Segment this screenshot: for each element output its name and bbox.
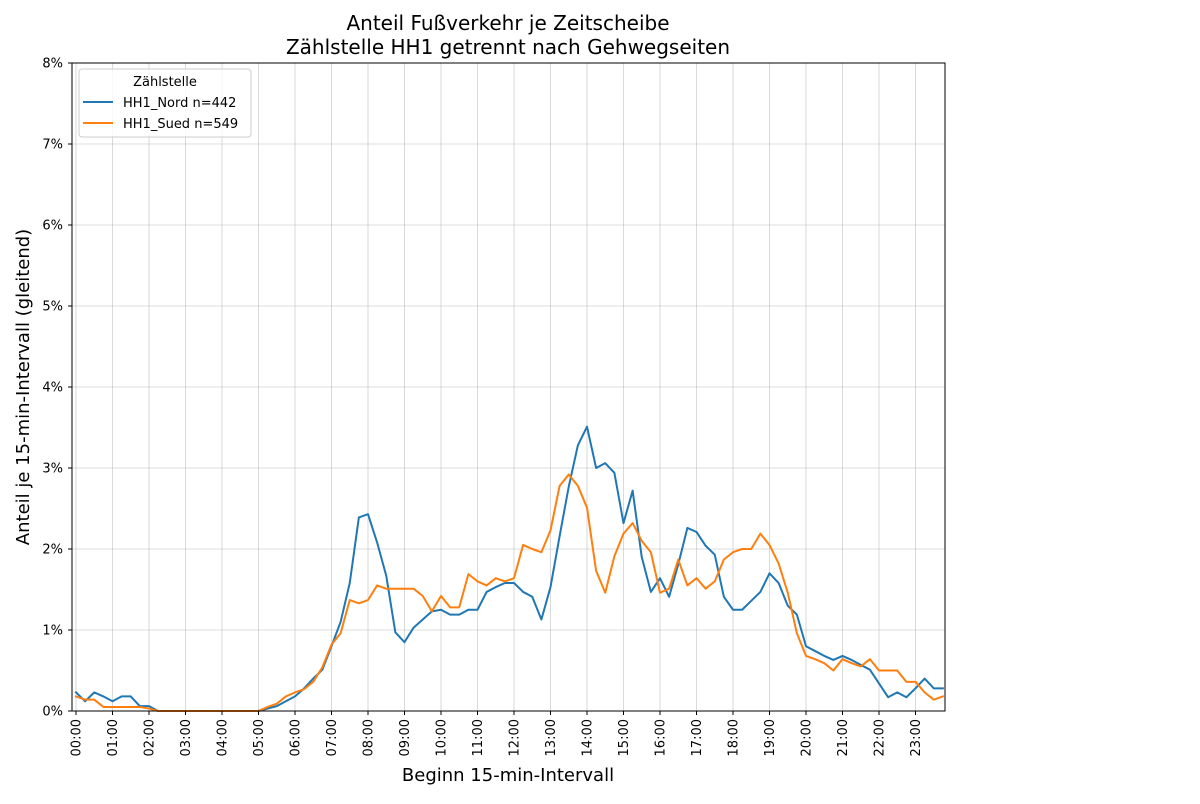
x-tick-label: 10:00 bbox=[435, 719, 450, 756]
y-tick-label: 0% bbox=[42, 705, 63, 720]
x-tick-label: 18:00 bbox=[727, 719, 742, 756]
series-lines bbox=[74, 425, 945, 712]
x-tick-label: 17:00 bbox=[690, 719, 705, 756]
series-line-nord bbox=[74, 425, 944, 712]
x-tick-label: 14:00 bbox=[581, 719, 596, 756]
x-tick-label: 23:00 bbox=[909, 719, 924, 756]
x-tick-label: 04:00 bbox=[216, 719, 231, 756]
x-tick-label: 16:00 bbox=[654, 719, 669, 756]
y-tick-label: 6% bbox=[42, 219, 63, 234]
y-tick-label: 2% bbox=[42, 543, 63, 558]
y-tick-label: 8% bbox=[42, 57, 63, 72]
y-axis: 0% 1% 2% 3% 4% 5% 6% 7% 8% bbox=[42, 57, 72, 720]
x-tick-label: 03:00 bbox=[179, 719, 194, 756]
x-axis: 00:00 01:00 02:00 03:00 04:00 05:00 06:00 07:00… bbox=[70, 711, 924, 756]
series-line-sued bbox=[74, 473, 945, 712]
grid bbox=[72, 62, 945, 712]
x-tick-label: 06:00 bbox=[289, 719, 304, 756]
y-tick-label: 7% bbox=[42, 138, 63, 153]
chart-title: Anteil Fußverkehr je Zeitscheibe bbox=[346, 11, 669, 35]
legend: Zählstelle HH1_Nord n=442 HH1_Sued n=549 bbox=[78, 68, 252, 138]
x-tick-label: 11:00 bbox=[471, 719, 486, 756]
x-tick-label: 05:00 bbox=[252, 719, 267, 756]
y-tick-label: 3% bbox=[42, 462, 63, 477]
x-tick-label: 13:00 bbox=[544, 719, 559, 756]
x-tick-label: 02:00 bbox=[143, 719, 158, 756]
x-tick-label: 22:00 bbox=[873, 719, 888, 756]
x-tick-label: 07:00 bbox=[325, 719, 340, 756]
x-tick-label: 08:00 bbox=[362, 719, 377, 756]
legend-label-nord: HH1_Nord n=442 bbox=[123, 96, 236, 111]
x-tick-label: 19:00 bbox=[763, 719, 778, 756]
x-tick-label: 21:00 bbox=[836, 719, 851, 756]
x-tick-label: 12:00 bbox=[508, 719, 523, 756]
legend-label-sued: HH1_Sued n=549 bbox=[123, 117, 238, 132]
x-tick-label: 15:00 bbox=[617, 719, 632, 756]
y-tick-label: 4% bbox=[42, 381, 63, 396]
legend-title: Zählstelle bbox=[133, 75, 197, 90]
y-axis-label: Anteil je 15-min-Intervall (gleitend) bbox=[13, 229, 34, 545]
y-tick-label: 1% bbox=[42, 624, 63, 639]
x-tick-label: 09:00 bbox=[398, 719, 413, 756]
legend-box bbox=[78, 68, 252, 138]
x-axis-label: Beginn 15-min-Intervall bbox=[402, 765, 614, 786]
x-tick-label: 00:00 bbox=[70, 719, 85, 756]
y-tick-label: 5% bbox=[42, 300, 63, 315]
x-tick-label: 20:00 bbox=[800, 719, 815, 756]
chart-subtitle: Zählstelle HH1 getrennt nach Gehwegseite… bbox=[286, 35, 730, 59]
x-tick-label: 01:00 bbox=[106, 719, 121, 756]
